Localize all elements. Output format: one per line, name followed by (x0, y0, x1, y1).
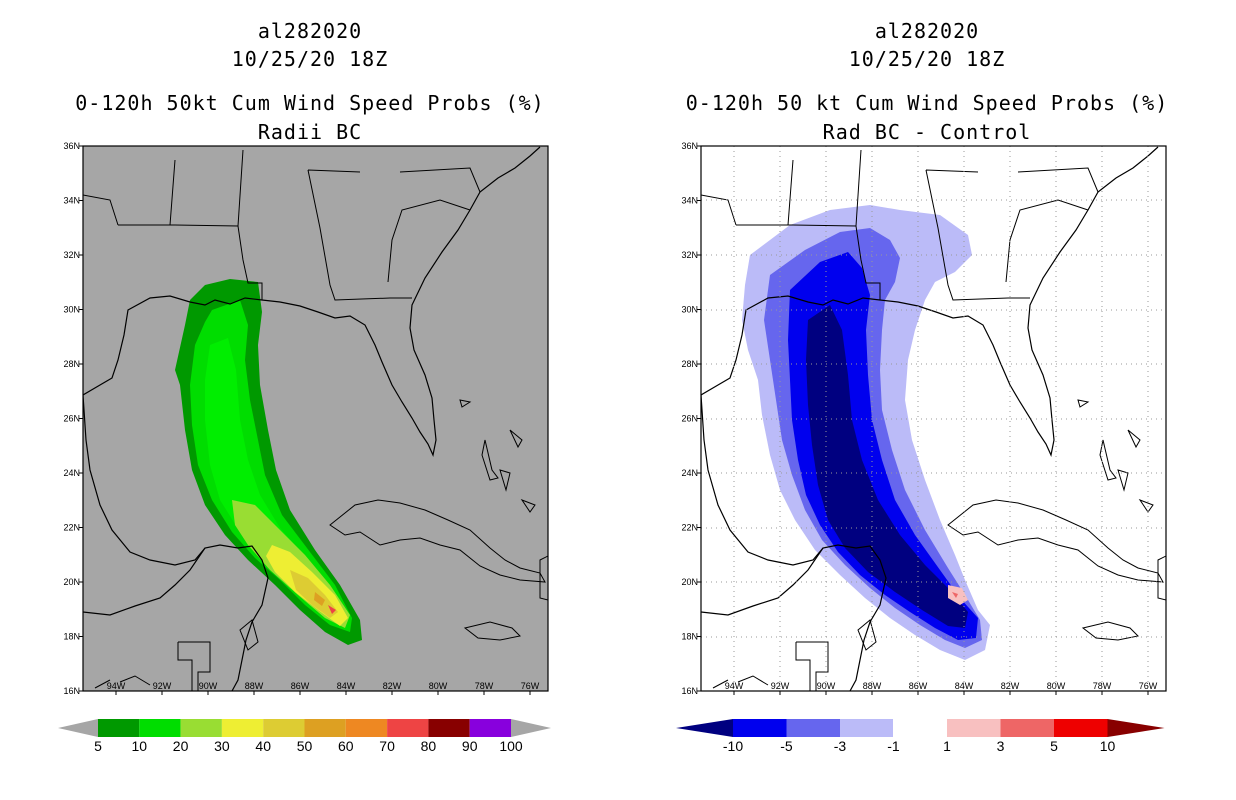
right-colorbar-label: -3 (834, 738, 847, 754)
left-colorbar-swatch (221, 719, 264, 737)
left-colorbar-low-triangle (58, 719, 98, 737)
right-lat-label: 20N (681, 577, 698, 587)
left-colorbar-swatch (98, 719, 140, 737)
left-lat-label: 32N (63, 250, 80, 260)
left-lon-label: 90W (199, 681, 218, 691)
left-lat-label: 36N (63, 141, 80, 151)
left-lon-label: 78W (475, 681, 494, 691)
left-colorbar-swatch (469, 719, 511, 737)
left-lat-label: 22N (63, 523, 80, 533)
left-lat-label: 20N (63, 577, 80, 587)
left-colorbar-label: 60 (338, 738, 354, 754)
left-map (82, 145, 549, 692)
right-colorbar-low-triangle (676, 719, 733, 737)
right-colorbar-swatch (786, 719, 840, 737)
right-difference-swath (742, 205, 990, 660)
left-lon-label: 94W (107, 681, 126, 691)
right-lat-label: 22N (681, 523, 698, 533)
left-colorbar-label: 30 (214, 738, 230, 754)
left-colorbar-label: 20 (173, 738, 189, 754)
left-lon-label: 80W (429, 681, 448, 691)
left-lat-label: 24N (63, 468, 80, 478)
right-subtitle: Rad BC - Control (822, 120, 1032, 144)
right-colorbar-label: -10 (723, 738, 743, 754)
left-colorbar-label: 90 (462, 738, 478, 754)
left-colorbar-swatch (139, 719, 181, 737)
right-colorbar: -10 -5 -3 -1 1 3 5 10 (676, 718, 1165, 754)
right-lat-label: 24N (681, 468, 698, 478)
left-axes: 36N 34N 32N 30N 28N 26N 24N 22N 20N 18N 16N 94W 92W 9… (63, 141, 539, 696)
left-lon-label: 84W (337, 681, 356, 691)
right-axes: 36N 34N 32N 30N 28N 26N 24N 22N 20N 18N 16N 94W 92W 9… (681, 141, 1157, 696)
right-lat-label: 28N (681, 359, 698, 369)
left-lon-label: 82W (383, 681, 402, 691)
left-colorbar: 5 10 20 30 40 50 60 70 80 90 100 (58, 719, 551, 754)
left-title: 0-120h 50kt Cum Wind Speed Probs (%) (75, 91, 545, 115)
right-lon-label: 76W (1139, 681, 1158, 691)
right-datetime: 10/25/20 18Z (848, 47, 1006, 71)
left-storm-id: al282020 (257, 19, 363, 43)
left-colorbar-label: 100 (499, 738, 523, 754)
right-lat-label: 26N (681, 414, 698, 424)
right-colorbar-label: -1 (887, 738, 900, 754)
left-lat-label: 16N (63, 686, 80, 696)
right-lat-label: 30N (681, 305, 698, 315)
right-colorbar-label: 3 (997, 738, 1005, 754)
right-lon-label: 88W (863, 681, 882, 691)
left-datetime: 10/25/20 18Z (231, 47, 389, 71)
left-colorbar-label: 40 (255, 738, 271, 754)
right-lon-label: 82W (1001, 681, 1020, 691)
right-colorbar-label: 1 (943, 738, 951, 754)
left-colorbar-label: 50 (297, 738, 313, 754)
left-lon-label: 92W (153, 681, 172, 691)
right-lon-label: 84W (955, 681, 974, 691)
left-lat-label: 30N (63, 305, 80, 315)
right-map (700, 145, 1167, 692)
right-title: 0-120h 50 kt Cum Wind Speed Probs (%) (685, 91, 1169, 115)
right-lon-label: 92W (771, 681, 790, 691)
left-lon-label: 88W (245, 681, 264, 691)
right-lon-label: 80W (1047, 681, 1066, 691)
right-gridlines (701, 146, 1166, 691)
right-colorbar-swatch (840, 719, 894, 737)
right-colorbar-label: 5 (1050, 738, 1058, 754)
left-lat-label: 34N (63, 196, 80, 206)
left-colorbar-label: 10 (132, 738, 148, 754)
left-colorbar-swatch (345, 719, 388, 737)
right-storm-id: al282020 (874, 19, 980, 43)
left-colorbar-swatch (428, 719, 470, 737)
right-lon-label: 78W (1093, 681, 1112, 691)
right-colorbar-label: -5 (780, 738, 793, 754)
left-colorbar-high-triangle (511, 719, 551, 737)
right-lon-label: 86W (909, 681, 928, 691)
left-lon-label: 86W (291, 681, 310, 691)
left-colorbar-label: 80 (421, 738, 437, 754)
left-colorbar-swatch (387, 719, 429, 737)
left-colorbar-swatch (180, 719, 222, 737)
right-colorbar-swatch (893, 718, 948, 738)
right-colorbar-swatch (1054, 719, 1108, 737)
right-lon-label: 90W (817, 681, 836, 691)
right-lon-label: 94W (725, 681, 744, 691)
left-colorbar-swatch (263, 719, 305, 737)
right-lat-label: 16N (681, 686, 698, 696)
left-colorbar-label: 70 (379, 738, 395, 754)
left-lat-label: 18N (63, 632, 80, 642)
right-lat-label: 36N (681, 141, 698, 151)
left-subtitle: Radii BC (257, 120, 363, 144)
right-lat-label: 34N (681, 196, 698, 206)
left-lat-label: 28N (63, 359, 80, 369)
left-colorbar-label: 5 (94, 738, 102, 754)
right-lat-label: 32N (681, 250, 698, 260)
right-lat-label: 18N (681, 632, 698, 642)
right-colorbar-swatch (1000, 719, 1054, 737)
right-colorbar-swatch (947, 719, 1001, 737)
right-colorbar-swatch (733, 719, 787, 737)
left-lon-label: 76W (521, 681, 540, 691)
left-lat-label: 26N (63, 414, 80, 424)
left-colorbar-swatch (304, 719, 346, 737)
right-colorbar-high-triangle (1107, 719, 1165, 737)
right-colorbar-label: 10 (1100, 738, 1116, 754)
